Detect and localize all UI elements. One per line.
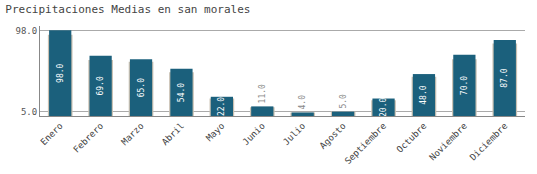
svg-text:98.0: 98.0 bbox=[16, 26, 38, 36]
svg-text:20.0: 20.0 bbox=[379, 98, 388, 117]
svg-text:70.0: 70.0 bbox=[460, 76, 469, 95]
svg-text:4.0: 4.0 bbox=[298, 95, 307, 110]
svg-text:65.0: 65.0 bbox=[137, 78, 146, 97]
svg-text:11.0: 11.0 bbox=[258, 84, 267, 103]
svg-text:48.0: 48.0 bbox=[419, 85, 428, 104]
svg-text:Precipitaciones Medias en san: Precipitaciones Medias en san morales bbox=[5, 3, 250, 16]
svg-text:69.0: 69.0 bbox=[96, 76, 105, 95]
svg-text:87.0: 87.0 bbox=[500, 68, 509, 87]
svg-text:98.0: 98.0 bbox=[56, 63, 65, 82]
svg-text:Noviembre: Noviembre bbox=[427, 121, 469, 163]
svg-text:Enero: Enero bbox=[39, 121, 65, 147]
svg-text:Febrero: Febrero bbox=[71, 121, 105, 155]
svg-text:5.0: 5.0 bbox=[339, 94, 348, 109]
svg-text:Agosto: Agosto bbox=[318, 121, 348, 151]
svg-text:Mayo: Mayo bbox=[204, 121, 226, 143]
svg-text:Octubre: Octubre bbox=[395, 121, 429, 155]
svg-text:Julio: Julio bbox=[281, 121, 307, 147]
svg-text:22.0: 22.0 bbox=[217, 97, 226, 116]
svg-text:Diciembre: Diciembre bbox=[468, 121, 510, 163]
svg-text:54.0: 54.0 bbox=[177, 83, 186, 102]
svg-text:Junio: Junio bbox=[241, 121, 267, 147]
svg-text:Marzo: Marzo bbox=[119, 121, 145, 147]
svg-text:Abril: Abril bbox=[160, 121, 186, 147]
svg-text:Septiembre: Septiembre bbox=[343, 121, 388, 166]
svg-text:5.0: 5.0 bbox=[21, 107, 37, 117]
